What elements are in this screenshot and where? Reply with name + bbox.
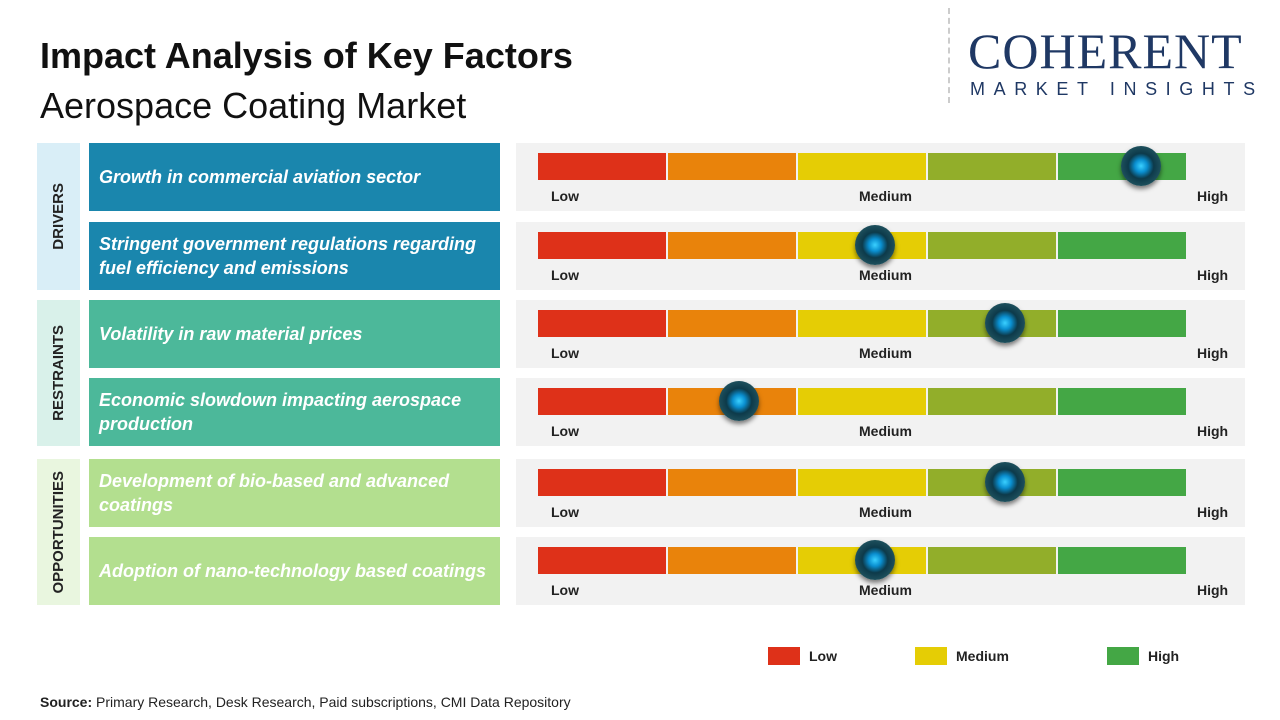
scale-label-low: Low [551, 423, 579, 439]
scale-label-high: High [1197, 504, 1229, 520]
gauge-segment [668, 547, 796, 574]
impact-gauge: Low Medium High [516, 459, 1245, 527]
scale-label-low: Low [551, 267, 579, 283]
scale-label-medium: Medium [859, 504, 912, 520]
scale-label-medium: Medium [859, 582, 912, 598]
scale-label-medium: Medium [859, 188, 912, 204]
factor-label: Development of bio-based and advanced co… [89, 459, 500, 527]
gauge-segment [1058, 388, 1186, 415]
gauge-segment [1058, 469, 1186, 496]
scale-label-high: High [1197, 188, 1229, 204]
legend-label: Medium [956, 648, 1009, 664]
impact-gauge: Low Medium High [516, 222, 1245, 290]
scale-label-low: Low [551, 582, 579, 598]
gauge-segment [538, 232, 666, 259]
gauge-segment [538, 310, 666, 337]
gauge-segment [798, 153, 926, 180]
gauge-segment [1058, 232, 1186, 259]
gauge-segment [928, 388, 1056, 415]
legend-item: High [1107, 647, 1179, 665]
gauge-segment [928, 153, 1056, 180]
scale-label-medium: Medium [859, 267, 912, 283]
logo-tagline: MARKET INSIGHTS [970, 79, 1264, 99]
category-label: RESTRAINTS [37, 300, 80, 446]
factor-label: Volatility in raw material prices [89, 300, 500, 368]
factor-label: Economic slowdown impacting aerospace pr… [89, 378, 500, 446]
legend-label: High [1148, 648, 1180, 664]
source-note: Source: Primary Research, Desk Research,… [40, 694, 571, 710]
legend-label: Low [809, 648, 837, 664]
scale-label-high: High [1197, 582, 1229, 598]
impact-gauge: Low Medium High [516, 378, 1245, 446]
gauge-segment [928, 547, 1056, 574]
impact-gauge: Low Medium High [516, 300, 1245, 368]
gauge-segment [538, 469, 666, 496]
gauge-segment [798, 388, 926, 415]
impact-marker [984, 462, 1025, 502]
legend-swatch [915, 647, 947, 665]
divider [948, 8, 950, 103]
logo: COHERENT [968, 23, 1243, 79]
category-name: DRIVERS [49, 183, 67, 250]
category-name: OPPORTUNITIES [49, 470, 67, 594]
scale-label-high: High [1197, 345, 1229, 361]
factor-label: Growth in commercial aviation sector [89, 143, 500, 211]
gauge-segment [668, 232, 796, 259]
scale-label-high: High [1197, 267, 1229, 283]
legend-swatch [1107, 647, 1139, 665]
page-title: Impact Analysis of Key Factors [40, 35, 573, 76]
category-name: RESTRAINTS [49, 325, 67, 421]
legend-swatch [768, 647, 800, 665]
scale-label-medium: Medium [859, 345, 912, 361]
gauge-segment [538, 547, 666, 574]
category-label: OPPORTUNITIES [37, 459, 80, 605]
gauge-segment [538, 153, 666, 180]
gauge-segment [1058, 310, 1186, 337]
gauge-segment [538, 388, 666, 415]
factor-label: Stringent government regulations regardi… [89, 222, 500, 290]
legend-item: Medium [915, 647, 1009, 665]
impact-gauge: Low Medium High [516, 537, 1245, 605]
impact-marker [718, 381, 759, 421]
gauge-segment [798, 310, 926, 337]
impact-gauge: Low Medium High [516, 143, 1245, 211]
impact-marker [984, 303, 1025, 343]
scale-label-low: Low [551, 188, 579, 204]
impact-marker [1120, 146, 1161, 186]
category-label: DRIVERS [37, 143, 80, 290]
gauge-segment [928, 232, 1056, 259]
gauge-segment [1058, 547, 1186, 574]
gauge-segment [668, 310, 796, 337]
scale-label-high: High [1197, 423, 1229, 439]
gauge-segment [798, 469, 926, 496]
factor-label: Adoption of nano-technology based coatin… [89, 537, 500, 605]
scale-label-low: Low [551, 345, 579, 361]
page-subtitle: Aerospace Coating Market [40, 85, 467, 126]
scale-label-low: Low [551, 504, 579, 520]
legend-item: Low [768, 647, 837, 665]
gauge-segment [668, 469, 796, 496]
impact-marker [854, 225, 895, 265]
scale-label-medium: Medium [859, 423, 912, 439]
impact-marker [854, 540, 895, 580]
gauge-segment [668, 153, 796, 180]
